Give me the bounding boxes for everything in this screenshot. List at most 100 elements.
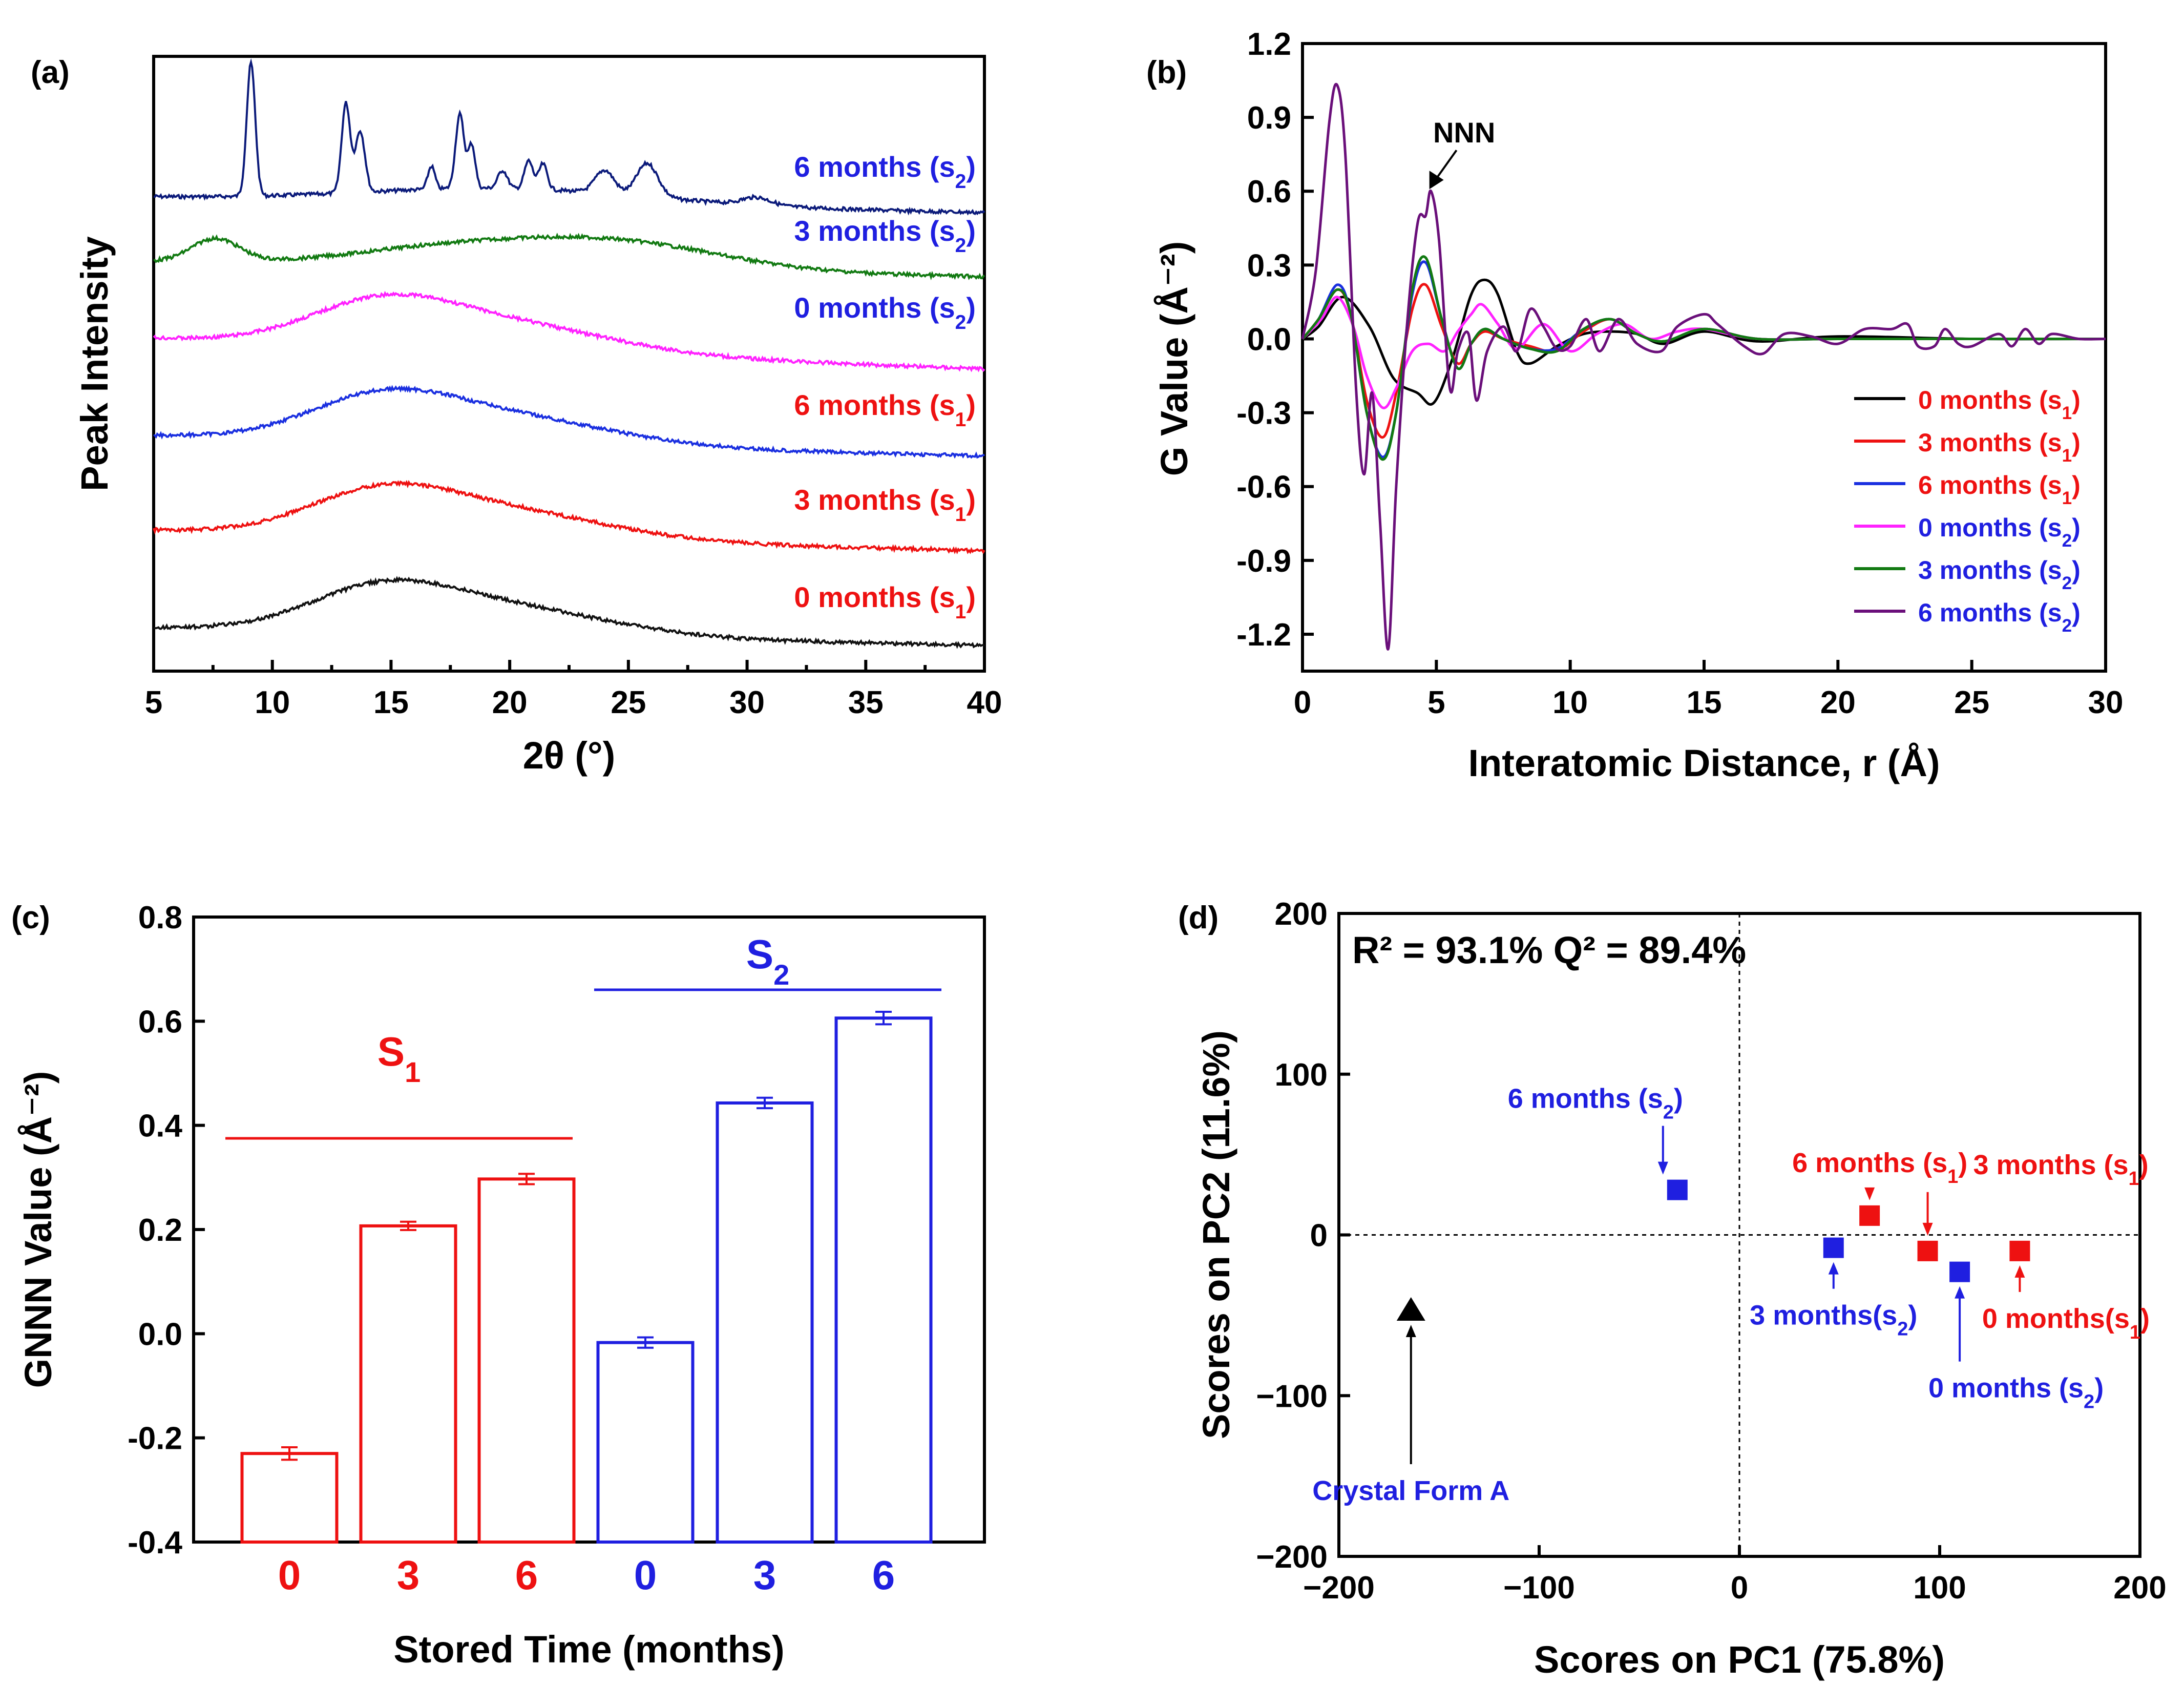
- panel-a-x-tick-label: 30: [729, 685, 765, 720]
- panel-b-pdf: (b) 0 5 10 15 20 25 30 -1.2 -0.9 -0.6 -0.3 0.0 0.3 0.…: [1146, 27, 2123, 784]
- panel-d-x-tick-label: 100: [1913, 1570, 1966, 1606]
- panel-a-series-label-tail: ): [966, 389, 976, 421]
- panel-d-point-label-sub: 2: [1663, 1102, 1674, 1123]
- panel-c-group-label-sub: 1: [405, 1056, 421, 1088]
- panel-b-y-tick-label: 1.2: [1247, 27, 1291, 62]
- panel-b-legend-label-tail: ): [2072, 471, 2081, 499]
- panel-c-category-label: 6: [872, 1552, 895, 1598]
- panel-c-y-tick-label: -0.4: [128, 1525, 182, 1560]
- panel-b-x-tick-label: 25: [1954, 685, 1989, 720]
- panel-c-y-tick-label: 0.4: [138, 1109, 183, 1144]
- panel-b-y-tick-label: 0.3: [1247, 248, 1291, 283]
- panel-a-series-label-tail: ): [966, 581, 976, 613]
- panel-b-x-tick-label: 20: [1820, 685, 1856, 720]
- panel-c-bar: [240, 1452, 339, 1544]
- panel-a-y-axis-label: Peak Intensity: [73, 236, 116, 491]
- panel-b-legend-label-sub: 1: [2062, 446, 2072, 466]
- panel-a-x-tick-label: 20: [492, 685, 528, 720]
- panel-b-legend-label-sub: 2: [2062, 616, 2072, 636]
- panel-a-trace: [153, 576, 985, 649]
- panel-d-point-triangle: [1396, 1297, 1425, 1321]
- panel-d-stats: R² = 93.1% Q² = 89.4%: [1352, 929, 1746, 971]
- panel-a-series-label-sub: 1: [955, 409, 967, 431]
- panel-a-series-label: 3 months (s2): [794, 215, 976, 257]
- panel-a-trace: [153, 385, 985, 459]
- panel-d-point-label: 3 months (s1): [1973, 1150, 2148, 1190]
- panel-b-x-tick-label: 15: [1687, 685, 1722, 720]
- panel-a-trace: [153, 290, 985, 372]
- panel-d-point-label-sub: 2: [2084, 1391, 2094, 1413]
- panel-d-y-tick-label: −100: [1256, 1379, 1328, 1414]
- panel-c-bar: [359, 1224, 457, 1544]
- panel-b-legend-label: 6 months (s1): [1918, 471, 2081, 508]
- panel-d-x-axis-label: Scores on PC1 (75.8%): [1534, 1638, 1945, 1681]
- panel-a-series-label-sub: 2: [955, 171, 967, 193]
- panel-c-group-label-sub: 2: [773, 959, 789, 991]
- panel-a-label: (a): [31, 55, 70, 90]
- panel-d-arrowhead: [1657, 1161, 1668, 1175]
- panel-a-series-label: 3 months (s1): [794, 484, 976, 526]
- panel-d-y-tick-label: −200: [1256, 1539, 1328, 1575]
- panel-d-point-label-sub: 2: [1897, 1319, 1908, 1340]
- panel-a-series-label-tail: ): [966, 215, 976, 247]
- panel-b-y-tick-label: -0.9: [1236, 544, 1291, 579]
- panel-a-x-tick-label: 25: [611, 685, 646, 720]
- panel-b-y-tick-label: 0.9: [1247, 100, 1291, 136]
- panel-b-trace: [1301, 82, 2106, 651]
- panel-b-legend-label: 0 months (s1): [1918, 386, 2081, 423]
- panel-d-point-square: [2009, 1240, 2030, 1261]
- panel-c-y-tick-label: 0.0: [138, 1317, 182, 1352]
- panel-d-point-label: 0 months (s2): [1928, 1373, 2104, 1413]
- panel-c-bar: [834, 1016, 933, 1544]
- panel-b-legend-label-tail: ): [2072, 428, 2081, 457]
- panel-b-legend-label-tail: ): [2072, 598, 2081, 627]
- panel-d-point-label-sub: 1: [2129, 1168, 2139, 1190]
- panel-c-category-label: 0: [278, 1552, 301, 1598]
- panel-b-legend-label: 3 months (s1): [1918, 428, 2081, 466]
- panel-d-point-square: [1667, 1179, 1688, 1200]
- panel-b-legend-label: 3 months (s2): [1918, 556, 2081, 593]
- panel-d-point-label-tail: ): [1674, 1084, 1683, 1114]
- panel-a-x-tick-label: 35: [848, 685, 884, 720]
- panel-d-point-label-tail: ): [2139, 1150, 2149, 1180]
- panel-d-point-square: [1917, 1240, 1938, 1261]
- panel-a-series-label-tail: ): [966, 151, 976, 183]
- panel-d-arrowhead: [1955, 1286, 1965, 1299]
- panel-d-x-tick-label: 0: [1731, 1570, 1748, 1606]
- panel-c-bar: [477, 1177, 576, 1544]
- panel-b-y-tick-label: -0.3: [1236, 396, 1291, 431]
- panel-b-label: (b): [1146, 55, 1187, 90]
- panel-a-trace: [153, 233, 985, 281]
- panel-c-category-label: 3: [753, 1552, 776, 1598]
- panel-c-label: (c): [11, 900, 50, 935]
- panel-d-point-label-sub: 1: [1947, 1166, 1958, 1188]
- panel-d-point-label-sub: 1: [2130, 1322, 2140, 1343]
- panel-a-series-label-sub: 2: [955, 311, 967, 334]
- panel-b-legend-label: 6 months (s2): [1918, 598, 2081, 636]
- panel-d-point-square: [1823, 1237, 1844, 1258]
- panel-b-y-tick-label: 0.0: [1247, 322, 1291, 357]
- panel-d-point-label: 0 months(s1): [1982, 1303, 2150, 1343]
- panel-b-legend-label-sub: 2: [2062, 531, 2072, 551]
- panel-b-annotation-arrowhead: [1429, 171, 1444, 190]
- panel-b-legend-label-sub: 2: [2062, 573, 2072, 593]
- panel-d-x-tick-label: −100: [1503, 1570, 1575, 1606]
- panel-a-series-label-sub: 2: [955, 235, 967, 257]
- panel-d-y-axis-label: Scores on PC2 (11.6%): [1195, 1030, 1237, 1439]
- panel-b-x-tick-label: 0: [1294, 685, 1311, 720]
- panel-a-x-tick-label: 5: [145, 685, 162, 720]
- panel-a-series-label-sub: 1: [955, 601, 967, 623]
- panel-d-point-label-tail: ): [2094, 1373, 2104, 1404]
- panel-d-point-label: 6 months (s1): [1792, 1148, 1967, 1188]
- panel-a-trace: [153, 480, 985, 554]
- panel-a-series-label: 6 months (s2): [794, 151, 976, 193]
- panel-c-y-axis-label: GNNN Value (Å⁻²): [17, 1071, 59, 1388]
- panel-d-point-square: [1949, 1261, 1970, 1282]
- panel-a-xrd: (a) 5 10 15 20 25 30 35 40 6 months (s2) 3 month…: [31, 55, 1002, 777]
- panel-d-y-tick-label: 200: [1275, 897, 1328, 932]
- panel-b-annotation: NNN: [1433, 116, 1495, 149]
- panel-c-x-axis-label: Stored Time (months): [393, 1628, 784, 1671]
- panel-c-category-label: 0: [634, 1552, 657, 1598]
